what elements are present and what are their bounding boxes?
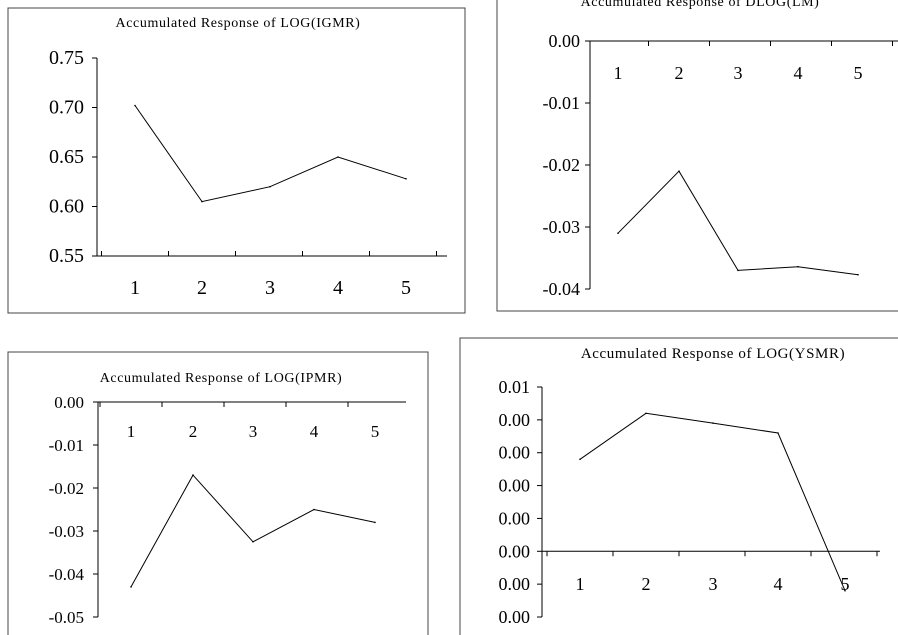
data-point	[857, 273, 859, 276]
data-point	[134, 104, 136, 107]
y-tick-label: 0.00	[499, 541, 531, 561]
data-point	[737, 269, 739, 272]
y-tick-label: 0.00	[549, 31, 581, 51]
x-tick-label: 5	[854, 63, 863, 83]
data-point	[337, 156, 339, 158]
y-tick-label: 0.60	[49, 196, 84, 218]
x-tick-label: 5	[371, 422, 380, 441]
y-tick-label: 0.65	[49, 146, 84, 168]
x-tick-label: 2	[197, 277, 207, 299]
x-tick-label: 3	[734, 63, 743, 83]
y-tick-label: 0.00	[499, 508, 531, 528]
data-point	[777, 432, 779, 434]
y-tick-label: 0.55	[49, 245, 84, 267]
data-point	[405, 178, 407, 180]
chart-frame	[7, 7, 466, 314]
series-line	[130, 474, 376, 588]
y-tick-label: -0.03	[49, 522, 84, 541]
x-tick-label: 2	[675, 63, 684, 83]
y-tick-label: -0.02	[543, 155, 581, 175]
y-tick-label: -0.04	[543, 279, 581, 299]
x-tick-label: 3	[265, 277, 275, 299]
y-tick-label: 0.00	[54, 393, 84, 412]
data-point	[579, 458, 581, 461]
x-tick-label: 4	[310, 422, 319, 441]
y-tick-label: -0.01	[543, 93, 581, 113]
x-tick-label: 1	[576, 574, 585, 594]
y-tick-label: -0.05	[49, 608, 84, 627]
y-tick-label: -0.03	[543, 217, 581, 237]
data-point	[269, 185, 271, 188]
chart-panel-4: Accumulated Response of LOG(YSMR) 0.01 0.0…	[459, 337, 898, 635]
chart-title: Accumulated Response of LOG(IPMR)	[100, 371, 343, 386]
x-tick-label: 2	[189, 422, 198, 441]
chart-panel-2: Accumulated Response of DLOG(LM) 0.00 -0.0…	[496, 0, 898, 312]
x-tick-label: 3	[709, 574, 718, 594]
x-tick-label: 2	[642, 574, 651, 594]
data-point	[130, 586, 132, 588]
y-tick-label: 0.00	[499, 410, 531, 430]
x-tick-label: 4	[774, 574, 783, 594]
chart-title: Accumulated Response of LOG(YSMR)	[581, 346, 845, 362]
y-tick-label: -0.04	[49, 565, 85, 584]
x-tick-label: 5	[841, 574, 850, 594]
y-tick-label: 0.00	[499, 476, 531, 496]
data-point	[645, 412, 647, 415]
data-point	[192, 474, 194, 476]
y-tick-label: 0.00	[499, 607, 531, 627]
y-tick-label: 0.75	[49, 47, 84, 69]
data-point	[678, 170, 680, 172]
x-tick-label: 1	[130, 277, 140, 299]
chart-title: Accumulated Response of LOG(IGMR)	[116, 16, 361, 31]
x-tick-label: 1	[127, 422, 136, 441]
chart-panel-3: Accumulated Response of LOG(IPMR) 0.00 -0.…	[7, 351, 429, 635]
data-point	[313, 508, 315, 511]
x-tick-label: 4	[794, 63, 803, 83]
data-point	[844, 589, 846, 592]
series-line	[617, 170, 859, 276]
y-tick-label: 0.70	[49, 97, 84, 119]
x-tick-label: 4	[333, 277, 343, 299]
data-point	[252, 541, 254, 543]
data-point	[201, 200, 203, 203]
x-tick-label: 1	[614, 63, 623, 83]
data-point	[374, 521, 376, 524]
chart-title: Accumulated Response of DLOG(LM)	[581, 0, 820, 10]
chart-frame	[496, 0, 898, 312]
y-tick-label: 0.00	[499, 574, 531, 594]
chart-panel-1: Accumulated Response of LOG(IGMR) 0.75 0.7…	[7, 7, 466, 314]
y-tick-label: -0.02	[49, 479, 84, 498]
chart-frame	[459, 337, 898, 635]
data-point	[712, 422, 714, 424]
y-tick-label: 0.00	[499, 443, 531, 463]
x-tick-label: 5	[401, 277, 411, 299]
y-tick-label: 0.01	[499, 377, 531, 397]
data-point	[617, 232, 619, 234]
y-tick-label: -0.01	[49, 436, 84, 455]
series-line	[579, 412, 846, 591]
chart-frame	[7, 351, 429, 635]
data-point	[797, 265, 799, 268]
x-tick-label: 3	[249, 422, 258, 441]
